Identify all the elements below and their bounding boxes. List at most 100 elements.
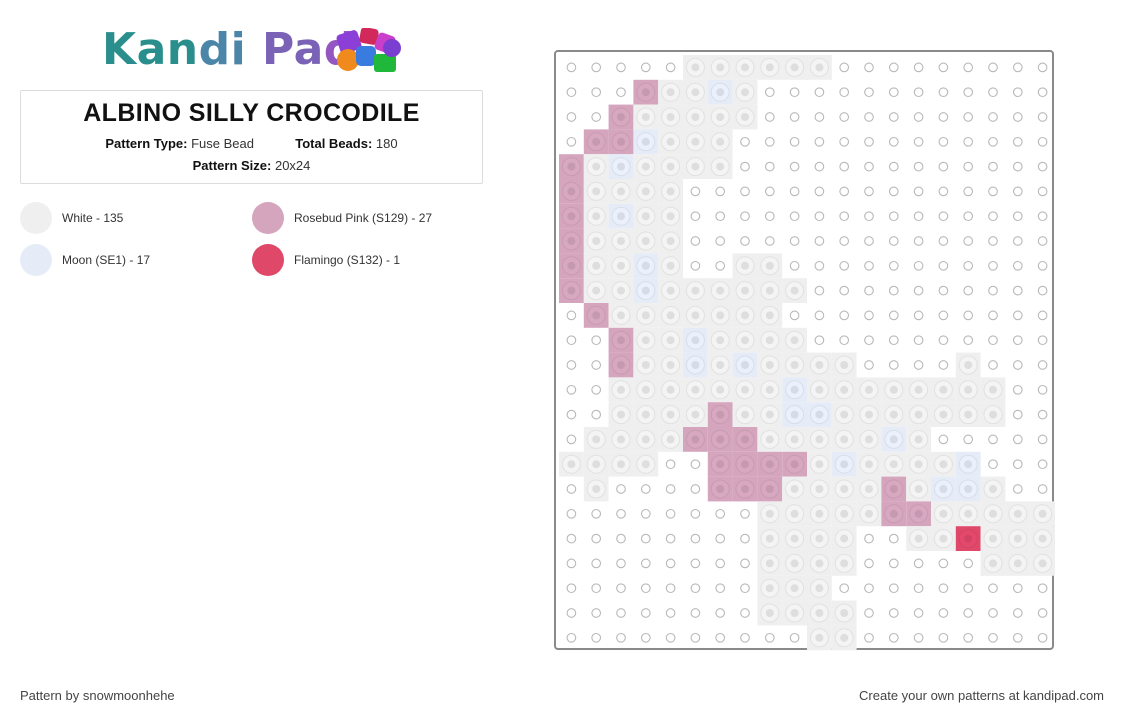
empty-peg xyxy=(988,186,998,197)
empty-peg xyxy=(1012,310,1023,321)
empty-peg xyxy=(814,136,825,147)
empty-peg xyxy=(665,484,676,494)
bead-hole xyxy=(617,361,625,369)
empty-peg xyxy=(938,558,949,569)
bead-hole xyxy=(716,385,725,394)
bead-hole xyxy=(815,509,824,518)
empty-peg xyxy=(888,360,899,370)
create-patterns-link[interactable]: Create your own patterns at kandipad.com xyxy=(859,688,1104,703)
logo-letters-1: Kan xyxy=(102,24,199,75)
bead-hole xyxy=(716,361,725,369)
empty-peg xyxy=(789,136,800,147)
empty-peg xyxy=(690,211,701,222)
empty-peg xyxy=(566,360,577,370)
bead-hole xyxy=(765,509,774,518)
empty-peg xyxy=(988,335,998,346)
empty-peg xyxy=(1012,186,1023,197)
bead-hole xyxy=(741,113,749,121)
empty-peg xyxy=(616,62,626,73)
bead-hole xyxy=(939,410,948,419)
empty-peg xyxy=(913,608,924,618)
bead-hole xyxy=(989,559,997,568)
bead-hole xyxy=(765,609,774,617)
bead-hole xyxy=(567,237,576,245)
bead-hole xyxy=(964,485,973,493)
legend-label: Moon (SE1) - 17 xyxy=(62,253,151,267)
bead-hole xyxy=(815,485,824,493)
empty-peg xyxy=(566,484,577,494)
pattern-info-card: ALBINO SILLY CROCODILE Pattern Type: Fus… xyxy=(20,90,483,184)
empty-peg xyxy=(913,211,924,222)
bead-hole xyxy=(964,460,973,469)
empty-peg xyxy=(591,384,602,395)
bead-hole xyxy=(790,534,799,543)
empty-peg xyxy=(864,632,874,643)
bead-hole xyxy=(840,361,849,369)
pattern-type-value: Fuse Bead xyxy=(191,136,254,151)
bead-hole xyxy=(790,410,799,419)
bead-hole xyxy=(790,584,799,593)
bead-hole xyxy=(790,336,799,345)
empty-peg xyxy=(740,533,750,544)
bead-hole xyxy=(889,410,898,419)
bead-hole xyxy=(691,88,700,97)
bead-hole xyxy=(666,261,675,270)
empty-peg xyxy=(814,211,825,222)
bead-hole xyxy=(790,435,799,444)
bead-hole xyxy=(914,435,923,444)
empty-peg xyxy=(1037,161,1048,172)
empty-peg xyxy=(789,211,800,222)
empty-peg xyxy=(913,285,924,296)
bead-hole xyxy=(617,212,625,221)
color-swatch xyxy=(20,202,52,234)
empty-peg xyxy=(963,260,974,271)
bead-hole xyxy=(691,311,700,320)
empty-peg xyxy=(864,161,874,172)
bead-hole xyxy=(765,361,774,369)
empty-peg xyxy=(1012,360,1023,370)
bead-hole xyxy=(840,435,849,444)
bead-hole xyxy=(592,212,601,221)
empty-peg xyxy=(864,112,874,122)
empty-peg xyxy=(690,459,701,470)
legend-label: Flamingo (S132) - 1 xyxy=(294,253,401,267)
empty-peg xyxy=(1037,583,1048,594)
empty-peg xyxy=(764,186,775,197)
empty-peg xyxy=(864,62,874,73)
empty-peg xyxy=(764,632,775,643)
empty-peg xyxy=(888,161,899,172)
empty-peg xyxy=(616,632,626,643)
empty-peg xyxy=(764,136,775,147)
bead-hole xyxy=(765,559,774,568)
kandi-pad-logo[interactable]: Kandi Pad xyxy=(102,26,412,78)
empty-peg xyxy=(591,360,602,370)
empty-peg xyxy=(864,211,874,222)
bead-hole xyxy=(641,286,650,295)
bead-hole xyxy=(840,509,849,518)
empty-peg xyxy=(913,583,924,594)
bead-hole xyxy=(641,385,650,394)
bead-hole xyxy=(641,212,650,221)
color-swatch xyxy=(252,202,284,234)
bead-hole xyxy=(641,435,650,444)
bead-hole xyxy=(765,286,774,295)
empty-peg xyxy=(764,112,775,122)
empty-peg xyxy=(715,608,726,618)
empty-peg xyxy=(913,112,924,122)
bead-hole xyxy=(641,361,650,369)
empty-peg xyxy=(839,211,850,222)
empty-peg xyxy=(1012,285,1023,296)
bead-hole xyxy=(765,410,774,419)
empty-peg xyxy=(764,161,775,172)
legend-item-moon: Moon (SE1) - 17 xyxy=(20,244,150,276)
bead-hole xyxy=(691,162,700,171)
logo-letters-2: di xyxy=(198,24,263,75)
empty-peg xyxy=(938,62,949,73)
empty-peg xyxy=(913,236,924,246)
empty-peg xyxy=(814,161,825,172)
empty-peg xyxy=(715,632,726,643)
empty-peg xyxy=(1012,484,1023,494)
empty-peg xyxy=(938,260,949,271)
bead-hole xyxy=(592,137,601,146)
bead-hole xyxy=(815,460,824,469)
